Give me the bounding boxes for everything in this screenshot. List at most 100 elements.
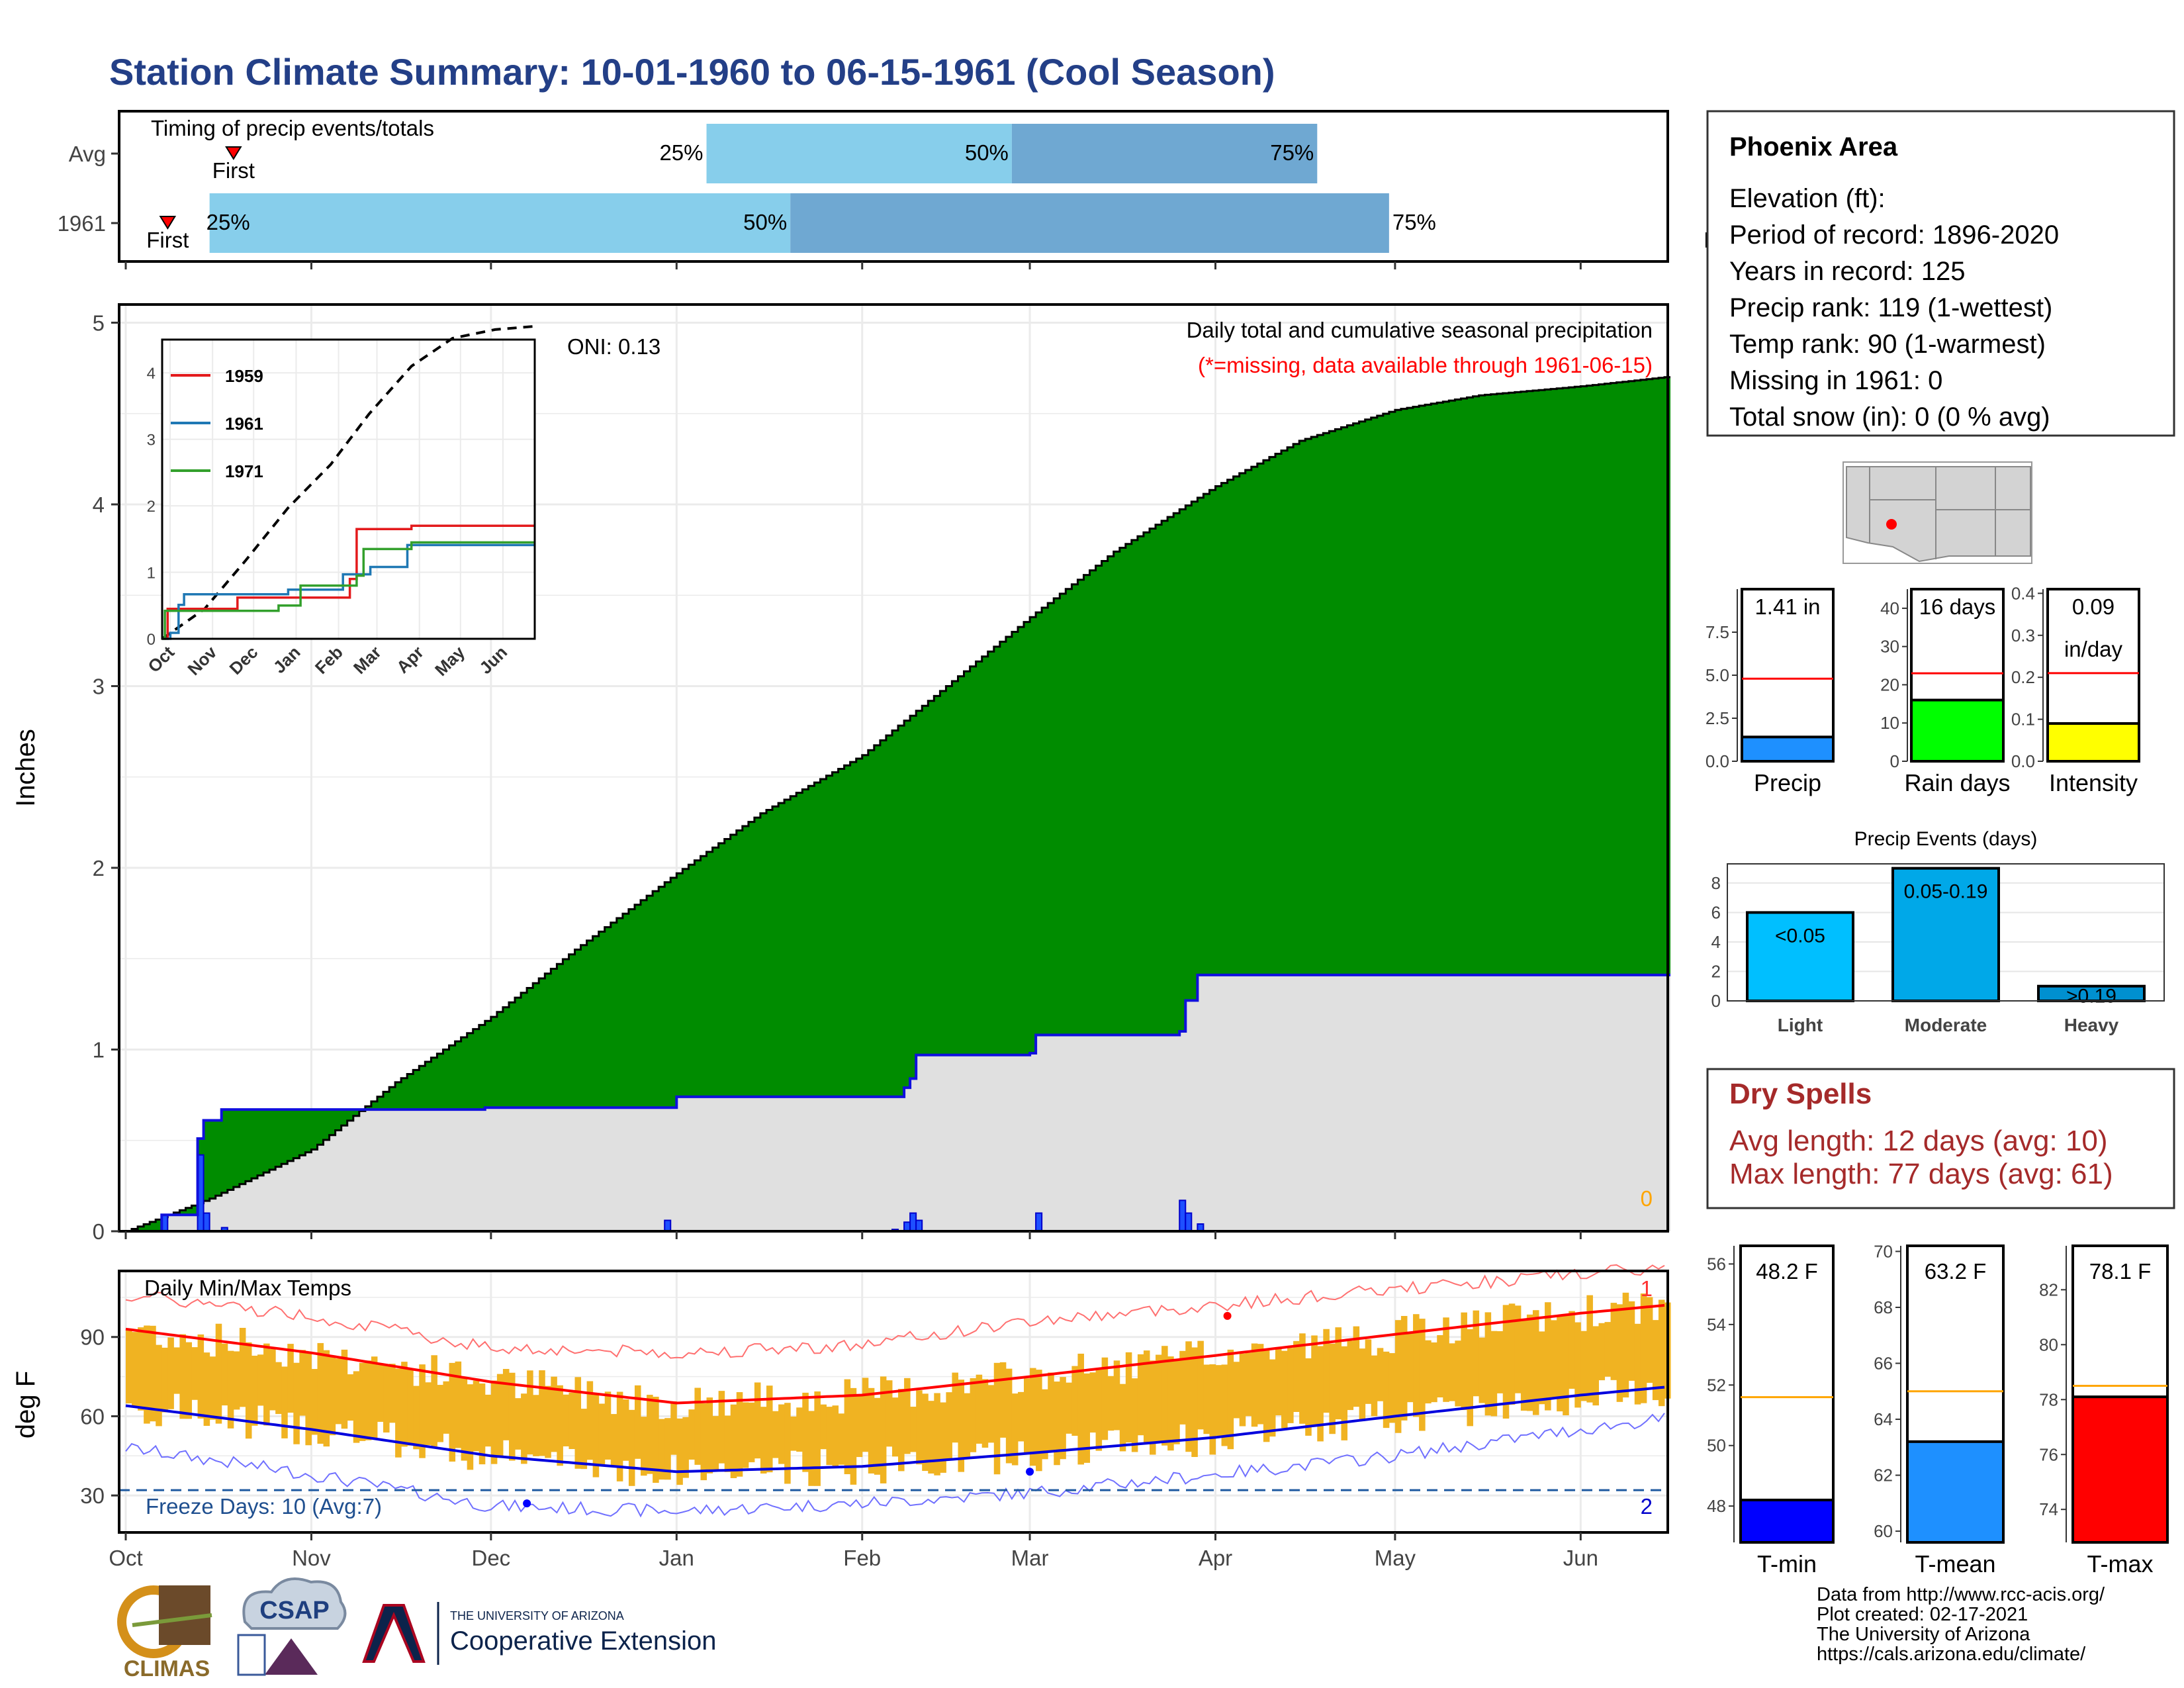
surplus-day: [347, 1109, 354, 1121]
daily-temp-bar: [1569, 1311, 1575, 1389]
daily-precip-bar: [1185, 1212, 1193, 1233]
surplus-day: [233, 1109, 240, 1188]
station-location-marker: [1886, 519, 1897, 530]
daily-temp-bar: [1125, 1352, 1132, 1443]
daily-temp-bar: [1455, 1340, 1461, 1407]
surplus-day: [287, 1109, 294, 1161]
map-region: [1846, 466, 2031, 563]
events-title: Precip Events (days): [1854, 828, 2038, 850]
inset-y-tick-label: 4: [147, 365, 156, 383]
daily-temp-bar: [1365, 1339, 1372, 1404]
daily-temp-bar: [1305, 1358, 1312, 1436]
precip-y-axis-title: Inches: [11, 729, 40, 807]
surplus-day: [251, 1109, 258, 1179]
daily-temp-bar: [1317, 1346, 1324, 1442]
daily-temp-bar: [904, 1378, 911, 1454]
daily-temp-bar: [1323, 1329, 1330, 1413]
daily-temp-bar: [1484, 1312, 1492, 1416]
daily-temp-bar: [928, 1401, 934, 1474]
timing-bar-25-50: [209, 193, 791, 253]
daily-temp-bar: [802, 1392, 809, 1472]
timing-panel: Timing of precip events/totals Avg 25% 50% 7…: [58, 110, 2015, 269]
daily-temp-bar: [167, 1337, 174, 1409]
daily-temp-bar: [946, 1392, 952, 1460]
daily-temp-bar: [1311, 1335, 1318, 1427]
daily-temp-bar: [1113, 1360, 1120, 1430]
daily-temp-bar: [1394, 1320, 1402, 1433]
daily-temp-bar: [880, 1376, 887, 1483]
daily-temp-bar: [1545, 1302, 1551, 1411]
daily-temp-bar: [706, 1397, 713, 1474]
daily-temp-bar: [299, 1350, 306, 1416]
daily-temp-bar: [1137, 1354, 1144, 1436]
temp-y-tick-label: 60: [80, 1404, 105, 1429]
daily-temp-bar: [221, 1343, 228, 1406]
precip-chart-caption: Daily total and cumulative seasonal prec…: [1187, 318, 1653, 342]
temp-bar-tick-label: 48: [1707, 1496, 1726, 1516]
daily-temp-bar: [1275, 1348, 1282, 1416]
daily-temp-bar: [891, 1397, 899, 1457]
mini-bar-tick-label: 0.0: [2011, 751, 2035, 771]
temp-bar-tick-label: 70: [1874, 1241, 1893, 1261]
station-info-line: Elevation (ft):: [1729, 184, 1886, 213]
station-info-box: Phoenix Area Elevation (ft): Period of rec…: [1706, 110, 2175, 437]
daily-temp-bar: [1502, 1305, 1510, 1419]
daily-temp-bar: [1419, 1319, 1426, 1431]
daily-temp-bar: [329, 1356, 336, 1436]
daily-temp-bar: [628, 1409, 635, 1486]
daily-temp-bar: [437, 1385, 443, 1442]
daily-temp-bar: [952, 1372, 958, 1443]
daily-temp-bar: [718, 1391, 725, 1464]
station-box-frame: [1706, 110, 2175, 437]
daily-temp-bar: [191, 1347, 199, 1400]
daily-temp-bar: [616, 1391, 623, 1481]
daily-temp-bar: [179, 1334, 186, 1419]
ua-logo: THE UNIVERSITY OF ARIZONA Cooperative Ext…: [362, 1602, 716, 1665]
page-title: Station Climate Summary: 10-01-1960 to 0…: [109, 51, 1275, 93]
dry-spells-title: Dry Spells: [1729, 1078, 1872, 1110]
csap-grid: [237, 1634, 266, 1676]
surplus-day: [257, 1109, 264, 1176]
daily-temp-bar: [784, 1403, 791, 1484]
temp-bar-tick-label: 76: [2039, 1444, 2058, 1464]
mini-bar-value: [1910, 698, 2005, 763]
daily-temp-bar: [1359, 1348, 1366, 1421]
daily-temp-bar: [461, 1378, 468, 1461]
daily-temp-bar: [527, 1370, 533, 1455]
daily-temp-bar: [622, 1399, 629, 1461]
daily-temp-bar: [724, 1415, 731, 1472]
mini-bar-value-label: 1.41 in: [1754, 594, 1820, 619]
daily-temp-bar: [760, 1407, 767, 1474]
temp-bar-value-label: 78.1 F: [2089, 1259, 2152, 1284]
temp-bar-tick-label: 80: [2039, 1335, 2058, 1354]
daily-temp-bar: [245, 1342, 252, 1439]
mini-bar-tick-label: 0: [1890, 751, 1899, 771]
daily-temp-bar: [539, 1370, 545, 1456]
daily-temp-bar: [545, 1385, 551, 1458]
daily-temp-bar: [1089, 1372, 1097, 1433]
daily-temp-bar: [1173, 1360, 1180, 1444]
temp-bar-value-label: 48.2 F: [1756, 1259, 1818, 1284]
daily-temp-bar: [641, 1417, 647, 1476]
daily-temp-bar: [688, 1409, 695, 1460]
temp-bar-tick-label: 60: [1874, 1521, 1893, 1541]
temp-bar-tick-label: 52: [1707, 1375, 1726, 1395]
daily-temp-bar: [1598, 1323, 1606, 1381]
surplus-day: [215, 1120, 222, 1196]
mini-bar-category-label: Precip: [1754, 769, 1821, 796]
daily-temp-bar: [1563, 1315, 1569, 1416]
daily-temp-bar: [1149, 1360, 1156, 1455]
inset-y-tick-label: 1: [147, 565, 156, 583]
daily-temp-bar: [173, 1347, 180, 1394]
daily-temp-bar: [1496, 1331, 1504, 1393]
surplus-day: [263, 1109, 270, 1173]
temp-bar-tick-label: 54: [1707, 1315, 1726, 1335]
daily-temp-bar: [1604, 1322, 1612, 1377]
temp-y-tick-label: 90: [80, 1325, 105, 1350]
record-high-line: [125, 1264, 1665, 1359]
mini-bar-intensity: 0.0 0.1 0.2 0.3 0.4 0.09 in/day Intensity: [2011, 583, 2140, 796]
daily-temp-bar: [1257, 1344, 1264, 1425]
daily-temp-bar: [1539, 1331, 1545, 1405]
daily-temp-bar: [874, 1397, 881, 1475]
daily-temp-bar: [1209, 1364, 1216, 1455]
